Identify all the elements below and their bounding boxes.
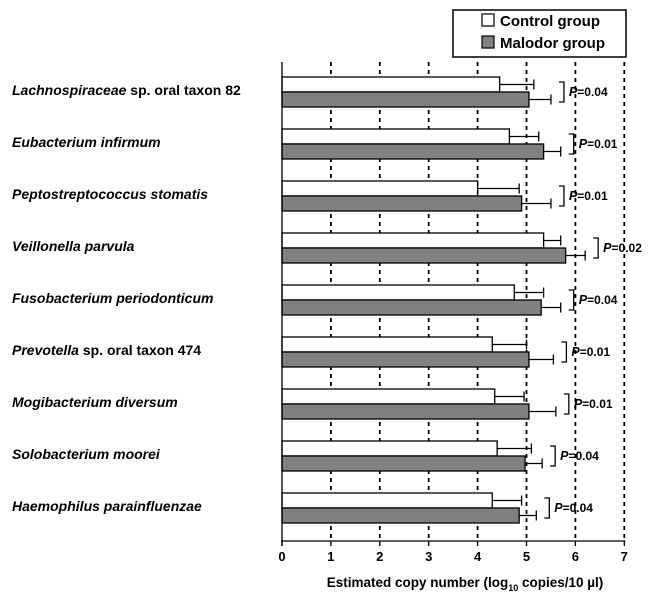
bar-malodor [281, 455, 526, 472]
category-name: Lachnospiraceae [12, 82, 127, 98]
significance-bracket [558, 185, 565, 207]
x-axis-label: Estimated copy number (log10 copies/10 µ… [327, 575, 604, 593]
bar-malodor [281, 351, 530, 368]
category-suffix: sp. oral taxon 474 [79, 342, 201, 358]
p-value-number: =0.01 [582, 397, 613, 411]
legend: Control group Malodor group [452, 9, 627, 58]
bar-control [281, 180, 479, 197]
p-value-number: =0.01 [577, 189, 608, 203]
x-tick-label: 6 [572, 549, 579, 564]
p-value: P=0.01 [579, 137, 618, 151]
p-value-number: =0.01 [587, 137, 618, 151]
bar-control [281, 284, 515, 301]
significance-bracket [568, 289, 575, 311]
p-value-number: =0.02 [612, 241, 643, 255]
bars [281, 76, 567, 524]
p-value-number: =0.01 [580, 345, 611, 359]
p-symbol: P [554, 501, 563, 515]
category-name: Peptostreptococcus stomatis [12, 186, 208, 202]
p-value: P=0.04 [569, 85, 608, 99]
p-value-number: =0.04 [587, 293, 618, 307]
bar-malodor [281, 195, 523, 212]
significance-bracket [563, 393, 570, 415]
x-tick-label: 0 [278, 549, 285, 564]
bar-malodor [281, 507, 520, 524]
bar-control [281, 492, 493, 509]
bar-control [281, 388, 496, 405]
significance-bracket [550, 445, 556, 467]
p-value-number: =0.04 [568, 449, 599, 463]
x-tick-label: 5 [523, 549, 530, 564]
category-label: Veillonella parvula [12, 238, 135, 254]
category-label: Lachnospiraceae sp. oral taxon 82 [12, 82, 241, 98]
p-value: P=0.01 [569, 189, 608, 203]
p-value: P=0.04 [560, 449, 599, 463]
category-label: Mogibacterium diversum [12, 394, 178, 410]
p-value-number: =0.04 [563, 501, 594, 515]
error-bars [477, 79, 586, 521]
p-value: P=0.02 [603, 241, 642, 255]
p-symbol: P [569, 85, 578, 99]
p-value: P=0.04 [554, 501, 593, 515]
significance-bracket [593, 237, 599, 259]
p-symbol: P [560, 449, 569, 463]
bar-control [281, 440, 498, 457]
x-tick-label: 7 [621, 549, 628, 564]
category-label: Solobacterium moorei [12, 446, 161, 462]
legend-label-control: Control group [500, 13, 600, 30]
x-tick-label: 1 [327, 549, 334, 564]
legend-label-malodor: Malodor group [500, 35, 605, 52]
bar-control [281, 128, 511, 145]
p-symbol: P [574, 397, 583, 411]
category-suffix: sp. oral taxon 82 [126, 82, 241, 98]
category-labels: Lachnospiraceae sp. oral taxon 82 Eubacte… [12, 82, 241, 514]
category-name: Haemophilus parainfluenzae [12, 498, 202, 514]
x-tick-label: 4 [474, 549, 482, 564]
p-value: P=0.04 [579, 293, 618, 307]
bar-malodor [281, 143, 545, 160]
x-tick-label: 2 [376, 549, 383, 564]
category-label: Fusobacterium periodonticum [12, 290, 213, 306]
significance-bracket [544, 497, 550, 519]
p-symbol: P [579, 137, 588, 151]
category-label: Haemophilus parainfluenzae [12, 498, 202, 514]
p-value: P=0.01 [574, 397, 613, 411]
legend-swatch-control [481, 13, 495, 27]
category-label: Eubacterium infirmum [12, 134, 161, 150]
bar-malodor [281, 403, 530, 420]
p-symbol: P [569, 189, 578, 203]
bar-control [281, 76, 501, 93]
p-symbol: P [571, 345, 580, 359]
category-name: Veillonella parvula [12, 238, 135, 254]
bar-control [281, 336, 493, 353]
p-symbol: P [603, 241, 612, 255]
bar-malodor [281, 247, 567, 264]
significance-bracket [568, 133, 575, 155]
category-name: Fusobacterium periodonticum [12, 290, 213, 306]
category-label: Prevotella sp. oral taxon 474 [12, 342, 201, 358]
legend-swatch-malodor [481, 35, 495, 49]
bar-control [281, 232, 545, 249]
bar-malodor [281, 299, 542, 316]
significance-bracket [561, 341, 568, 363]
significance-bracket [558, 81, 565, 103]
category-label: Peptostreptococcus stomatis [12, 186, 208, 202]
category-name: Eubacterium infirmum [12, 134, 161, 150]
x-axis: 0 1 2 3 4 5 6 7 [278, 62, 628, 564]
category-name: Mogibacterium diversum [12, 394, 178, 410]
p-symbol: P [579, 293, 588, 307]
category-name: Prevotella [12, 342, 79, 358]
p-value: P=0.01 [571, 345, 610, 359]
x-tick-label: 3 [425, 549, 432, 564]
category-name: Solobacterium moorei [12, 446, 161, 462]
p-value-number: =0.04 [577, 85, 608, 99]
p-value-annotations: P=0.04P=0.01P=0.01P=0.02P=0.04P=0.01P=0.… [544, 81, 642, 519]
bar-malodor [281, 91, 530, 108]
